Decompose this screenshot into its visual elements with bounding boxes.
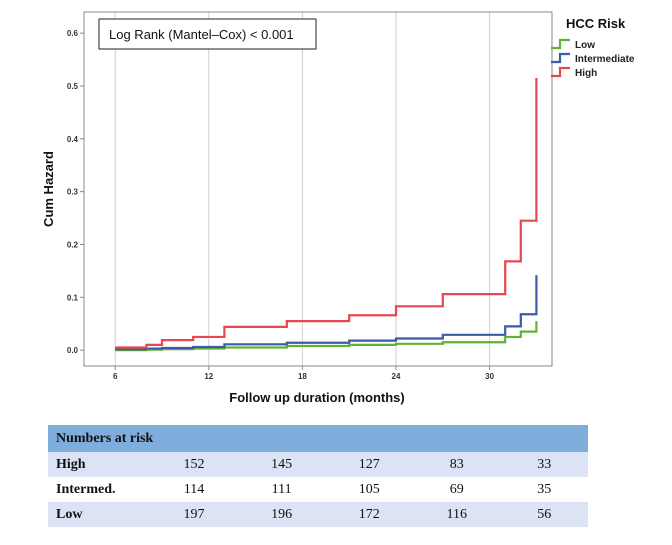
legend-label-intermediate: Intermediate (575, 54, 635, 65)
gridlines (114, 12, 491, 366)
legend: HCC Risk Low Intermediate High (551, 16, 635, 79)
x-tick-label: 12 (204, 372, 213, 381)
legend-label-high: High (575, 68, 597, 79)
y-tick-label: 0.4 (67, 135, 79, 144)
numbers-at-risk-table: Numbers at risk High 152 145 127 83 33 I… (48, 425, 588, 527)
table-cell: 197 (150, 502, 238, 527)
table-cell: 127 (325, 452, 413, 477)
legend-title: HCC Risk (566, 16, 626, 31)
y-tick-label: 0.5 (67, 82, 79, 91)
y-tick-label: 0.3 (67, 188, 79, 197)
legend-swatch-low (551, 38, 570, 50)
table-row: Intermed. 114 111 105 69 35 (48, 477, 588, 502)
series-line-intermediate (115, 275, 538, 351)
y-tick-label: 0.1 (67, 293, 79, 302)
table-cell: 33 (500, 452, 588, 477)
table-cell: 105 (325, 477, 413, 502)
table-cell: 114 (150, 477, 238, 502)
plot-frame (83, 11, 553, 367)
legend-items: Low Intermediate High (551, 38, 635, 79)
x-tick-label: 24 (392, 372, 401, 381)
y-axis-ticks: 0.0 0.1 0.2 0.3 0.4 0.5 0.6 (67, 29, 84, 355)
y-tick-label: 0.2 (67, 240, 79, 249)
table-cell: 172 (325, 502, 413, 527)
table-cell: 196 (237, 502, 326, 527)
row-label: Intermed. (48, 477, 151, 502)
legend-swatch-high (551, 66, 570, 78)
y-axis-label: Cum Hazard (41, 151, 56, 227)
series-line-high (115, 78, 538, 349)
legend-swatch-intermediate (551, 52, 570, 64)
cumulative-hazard-chart: 6 12 18 24 30 0.0 0.1 0.2 0.3 0.4 0.5 0.6 Log Rank… (41, 11, 635, 405)
logrank-annotation: Log Rank (Mantel–Cox) < 0.001 (109, 27, 294, 42)
risk-table-title: Numbers at risk (48, 425, 588, 452)
table-cell: 152 (150, 452, 238, 477)
x-tick-label: 6 (113, 372, 118, 381)
x-tick-label: 18 (298, 372, 307, 381)
table-row: High 152 145 127 83 33 (48, 452, 588, 477)
x-tick-label: 30 (485, 372, 494, 381)
table-cell: 69 (412, 477, 501, 502)
annotation-box (98, 18, 317, 50)
series-lines (115, 78, 538, 352)
table-cell: 83 (412, 452, 501, 477)
table-cell: 145 (237, 452, 326, 477)
y-tick-label: 0.6 (67, 29, 79, 38)
table-row: Low 197 196 172 116 56 (48, 502, 588, 527)
table-cell: 56 (500, 502, 588, 527)
y-tick-label: 0.0 (67, 346, 79, 355)
x-axis-label: Follow up duration (months) (229, 390, 404, 405)
table-cell: 111 (237, 477, 326, 502)
risk-table-header: Numbers at risk (48, 425, 588, 452)
row-label: Low (48, 502, 151, 527)
legend-label-low: Low (575, 40, 595, 51)
table-cell: 35 (500, 477, 588, 502)
x-axis-ticks: 6 12 18 24 30 (113, 366, 495, 381)
table-cell: 116 (412, 502, 501, 527)
row-label: High (48, 452, 151, 477)
